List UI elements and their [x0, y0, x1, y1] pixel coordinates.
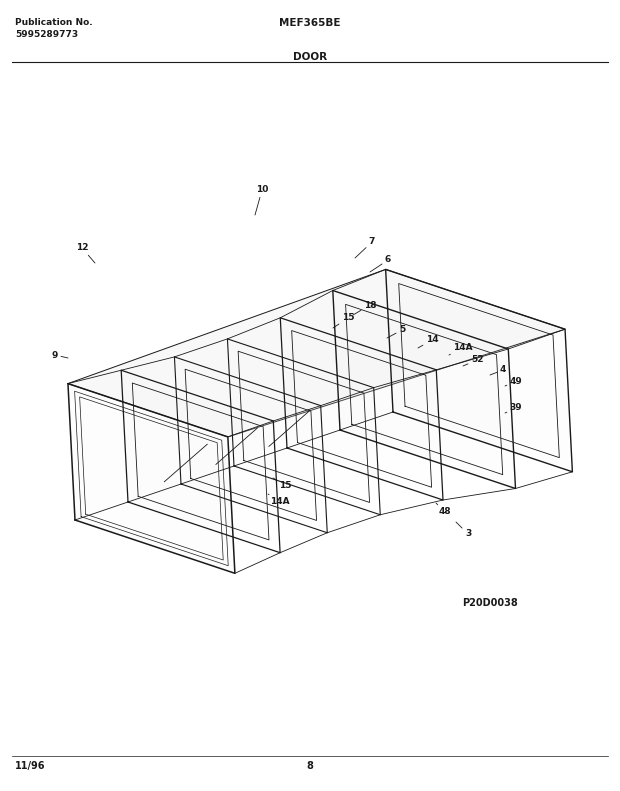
Text: 7: 7 — [355, 237, 375, 258]
Text: 14A: 14A — [449, 343, 473, 355]
Text: 49: 49 — [505, 377, 523, 386]
Text: 15: 15 — [273, 478, 291, 490]
Polygon shape — [68, 384, 235, 573]
Text: 5: 5 — [387, 326, 405, 338]
Text: P20D0038: P20D0038 — [462, 598, 518, 608]
Polygon shape — [333, 290, 515, 489]
Polygon shape — [386, 270, 572, 471]
Text: 6: 6 — [370, 255, 391, 272]
Polygon shape — [228, 339, 380, 515]
Text: 52: 52 — [463, 355, 483, 366]
Polygon shape — [174, 357, 327, 533]
Text: 3: 3 — [456, 522, 471, 539]
Text: MEF365BE: MEF365BE — [279, 18, 341, 28]
Text: 8: 8 — [306, 761, 314, 771]
Text: 10: 10 — [255, 186, 268, 215]
Polygon shape — [68, 270, 565, 437]
Polygon shape — [280, 318, 443, 500]
Text: Publication No.: Publication No. — [15, 18, 92, 27]
Text: 5995289773: 5995289773 — [15, 30, 78, 39]
Text: 18: 18 — [353, 301, 376, 315]
Text: 39: 39 — [505, 403, 522, 413]
Text: 48: 48 — [436, 503, 451, 517]
Text: 4: 4 — [490, 365, 506, 375]
Text: 14: 14 — [418, 335, 438, 348]
Text: 15: 15 — [333, 313, 354, 328]
Text: 9: 9 — [52, 350, 68, 359]
Text: 14A: 14A — [268, 494, 290, 506]
Polygon shape — [121, 370, 280, 553]
Text: 11/96: 11/96 — [15, 761, 45, 771]
Text: 12: 12 — [76, 244, 95, 263]
Text: DOOR: DOOR — [293, 52, 327, 62]
